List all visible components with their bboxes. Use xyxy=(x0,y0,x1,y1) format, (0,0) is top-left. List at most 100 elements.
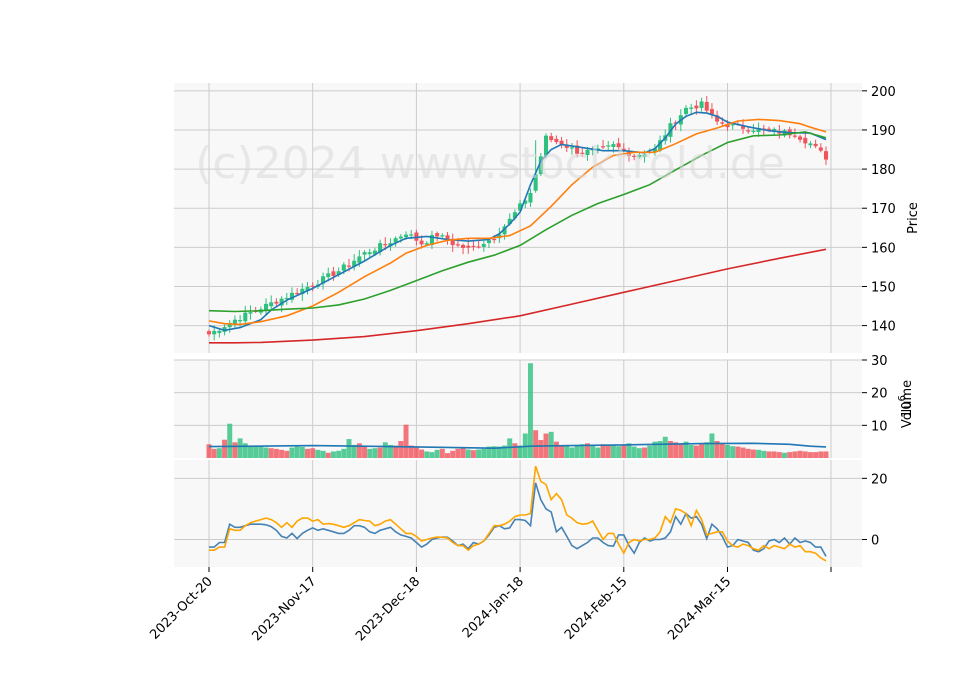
watermark: (c)2024 www.stocktrold.de xyxy=(195,138,785,189)
candle-body xyxy=(383,244,388,246)
volume-bar xyxy=(782,452,788,458)
y-tick-label: 0 xyxy=(871,533,879,548)
candle-body xyxy=(642,154,647,158)
candle-body xyxy=(424,243,429,245)
volume-bar xyxy=(616,446,622,458)
volume-bar xyxy=(325,452,331,458)
volume-bar xyxy=(724,444,730,458)
candle-body xyxy=(357,256,362,263)
candle-body xyxy=(725,124,730,128)
volume-bar xyxy=(372,448,378,458)
y-tick-label: 200 xyxy=(871,85,896,100)
candle-body xyxy=(352,260,357,267)
candle-body xyxy=(580,152,585,154)
volume-bar xyxy=(398,441,404,458)
volume-bar xyxy=(688,444,694,458)
volume-bar xyxy=(502,445,508,458)
candle-body xyxy=(611,144,616,147)
volume-bar xyxy=(268,448,274,458)
candle-body xyxy=(658,140,663,151)
volume-bar xyxy=(455,448,461,458)
volume-bar xyxy=(413,447,419,458)
candle-body xyxy=(305,286,310,292)
volume-axis-label: Volume xyxy=(900,380,915,428)
volume-bar xyxy=(750,449,756,458)
candle-body xyxy=(523,200,528,204)
volume-bar xyxy=(476,449,482,458)
volume-bar xyxy=(206,444,212,458)
volume-bar xyxy=(460,448,466,458)
y-tick-label: 150 xyxy=(871,280,896,295)
candle-body xyxy=(232,319,237,326)
candle-body xyxy=(808,143,813,146)
candle-body xyxy=(528,192,533,203)
volume-bar xyxy=(367,448,373,458)
volume-bar xyxy=(533,430,539,458)
moving-average-line-4 xyxy=(209,248,827,344)
volume-bar xyxy=(481,448,487,458)
oscillator-panel: 0 20 xyxy=(174,460,888,567)
volume-bar xyxy=(527,363,533,458)
x-tick-label: 2024-Jan-18 xyxy=(460,574,527,641)
volume-bar xyxy=(346,439,352,458)
candle-body xyxy=(741,126,746,129)
volume-bar xyxy=(657,441,663,458)
volume-bar xyxy=(517,445,523,458)
volume-bar xyxy=(667,441,673,458)
candle-body xyxy=(440,235,445,237)
volume-bar xyxy=(605,445,611,458)
candle-body xyxy=(419,240,424,245)
volume-bar xyxy=(465,449,471,458)
volume-bar xyxy=(299,446,305,458)
volume-bar xyxy=(445,453,450,458)
volume-bar xyxy=(595,447,601,458)
volume-average-line xyxy=(208,442,827,450)
y-tick-label: 160 xyxy=(871,241,896,256)
candle-body xyxy=(533,174,538,191)
candle-body xyxy=(289,292,294,300)
candle-body xyxy=(818,147,823,151)
volume-bar xyxy=(585,443,590,458)
candle-body xyxy=(321,276,326,284)
candle-body xyxy=(803,137,808,144)
volume-bar xyxy=(631,446,637,458)
candle-body xyxy=(559,140,564,146)
candle-body xyxy=(782,130,787,136)
volume-bar xyxy=(439,448,445,458)
oscillator-line-2 xyxy=(209,465,827,562)
volume-bar xyxy=(802,451,808,458)
candle-body xyxy=(481,243,486,247)
volume-bar xyxy=(673,442,679,458)
volume-bar xyxy=(294,446,300,458)
volume-bar xyxy=(787,452,793,458)
candle-body xyxy=(637,154,642,158)
candle-body xyxy=(792,135,797,137)
candle-body xyxy=(378,243,383,253)
candle-body xyxy=(751,130,756,133)
candle-body xyxy=(709,109,714,114)
candle-body xyxy=(243,312,248,322)
volume-bar xyxy=(704,442,710,458)
candle-body xyxy=(274,301,279,304)
volume-bar xyxy=(564,444,570,458)
volume-bar xyxy=(351,444,357,458)
volume-bar xyxy=(211,448,217,458)
candle-body xyxy=(346,265,352,267)
candle-body xyxy=(813,143,818,147)
candle-body xyxy=(326,273,331,278)
y-tick-label: 140 xyxy=(871,320,896,335)
volume-bar xyxy=(356,443,362,458)
y-tick-label: 190 xyxy=(871,124,896,139)
x-tick-label: 2024-Feb-15 xyxy=(562,574,631,643)
volume-bar xyxy=(642,447,648,458)
volume-bar xyxy=(735,446,741,458)
candle-body xyxy=(569,147,574,149)
volume-bar xyxy=(730,446,736,458)
candle-body xyxy=(445,235,450,241)
volume-bar xyxy=(496,446,502,458)
volume-bar xyxy=(289,447,295,458)
volume-bar xyxy=(216,448,222,458)
volume-bar xyxy=(771,451,777,458)
